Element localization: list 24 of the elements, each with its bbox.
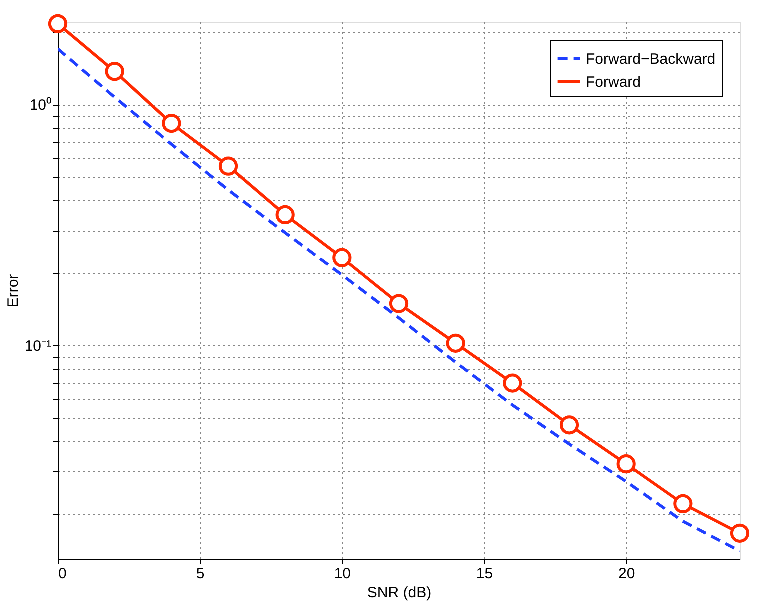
x-tick-label: 10 <box>334 566 352 582</box>
x-tick-label: 20 <box>618 566 636 582</box>
point <box>105 62 124 82</box>
x-tick-label: 15 <box>476 566 494 582</box>
x-axis-title: SNR (dB) <box>367 584 432 602</box>
point <box>218 156 238 176</box>
point <box>162 114 182 134</box>
y-tick-label: 10⁰ <box>30 97 52 114</box>
point <box>276 205 295 225</box>
point <box>616 454 636 474</box>
legend-label: Forward−Backward <box>586 51 716 68</box>
x-tick-label: 0 <box>58 566 67 582</box>
x-tick-label: 5 <box>196 566 205 582</box>
point <box>332 248 352 268</box>
legend-label: Forward <box>586 74 642 91</box>
y-tick-label: 10⁻¹ <box>24 338 52 355</box>
point <box>446 334 466 353</box>
point <box>730 524 750 543</box>
point <box>48 14 68 34</box>
point <box>560 416 580 435</box>
point <box>503 374 522 393</box>
point <box>674 494 693 514</box>
point <box>389 294 409 314</box>
y-axis-title: Error <box>4 274 22 308</box>
